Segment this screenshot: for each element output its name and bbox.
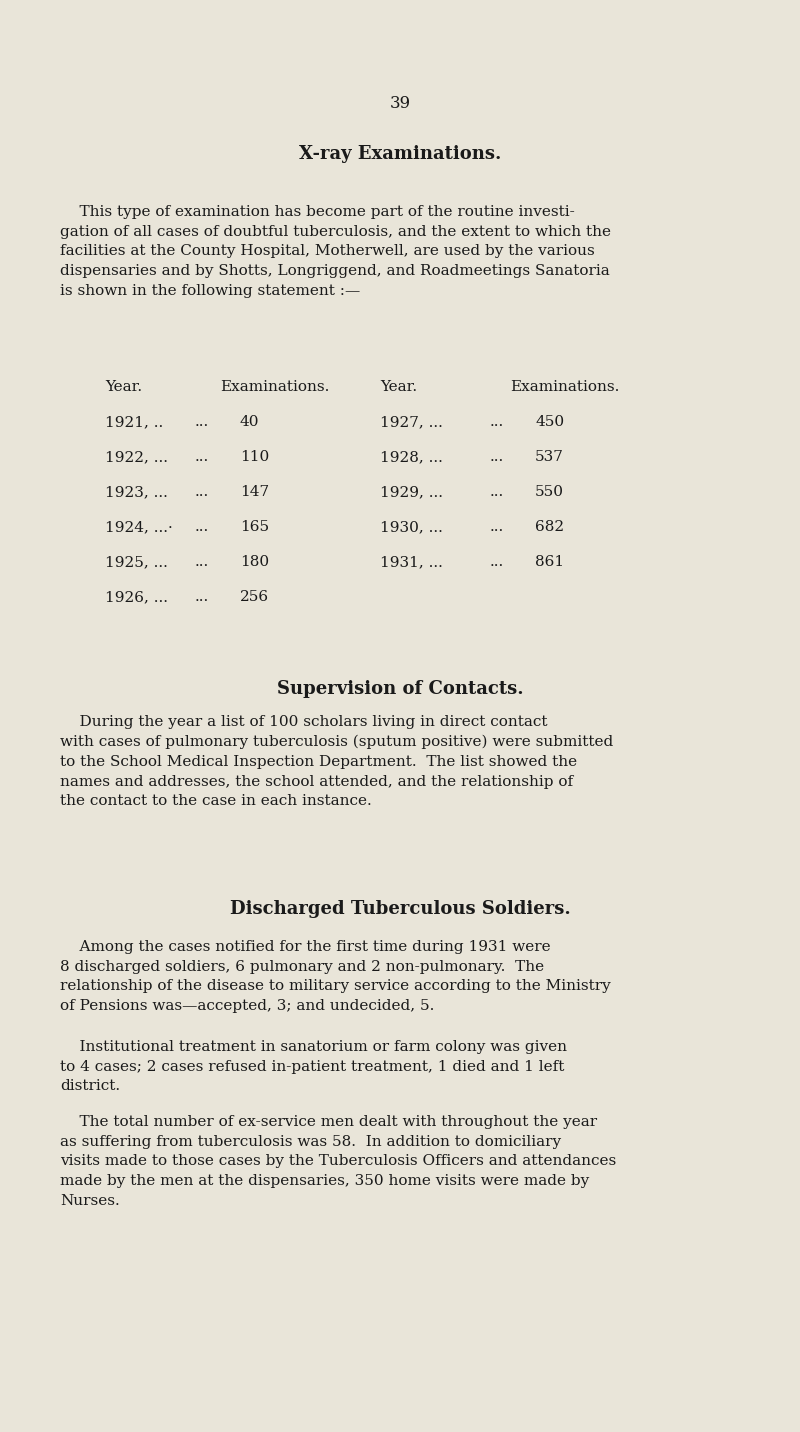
Text: 1924, ...·: 1924, ...·: [105, 520, 173, 534]
Text: Examinations.: Examinations.: [510, 379, 619, 394]
Text: Year.: Year.: [380, 379, 417, 394]
Text: ...: ...: [195, 485, 210, 498]
Text: 537: 537: [535, 450, 564, 464]
Text: 40: 40: [240, 415, 259, 430]
Text: ...: ...: [490, 450, 504, 464]
Text: 1921, ..: 1921, ..: [105, 415, 163, 430]
Text: This type of examination has become part of the routine investi-
gation of all c: This type of examination has become part…: [60, 205, 611, 298]
Text: Examinations.: Examinations.: [220, 379, 330, 394]
Text: 165: 165: [240, 520, 269, 534]
Text: Supervision of Contacts.: Supervision of Contacts.: [277, 680, 523, 697]
Text: 1931, ...: 1931, ...: [380, 556, 443, 569]
Text: ...: ...: [195, 520, 210, 534]
Text: Year.: Year.: [105, 379, 142, 394]
Text: 450: 450: [535, 415, 564, 430]
Text: 1925, ...: 1925, ...: [105, 556, 168, 569]
Text: 550: 550: [535, 485, 564, 498]
Text: 39: 39: [390, 95, 410, 112]
Text: 1923, ...: 1923, ...: [105, 485, 168, 498]
Text: 1928, ...: 1928, ...: [380, 450, 443, 464]
Text: ...: ...: [195, 450, 210, 464]
Text: 110: 110: [240, 450, 270, 464]
Text: X-ray Examinations.: X-ray Examinations.: [299, 145, 501, 163]
Text: ...: ...: [195, 590, 210, 604]
Text: ...: ...: [490, 520, 504, 534]
Text: 1926, ...: 1926, ...: [105, 590, 168, 604]
Text: 1922, ...: 1922, ...: [105, 450, 168, 464]
Text: The total number of ex-service men dealt with throughout the year
as suffering f: The total number of ex-service men dealt…: [60, 1116, 616, 1207]
Text: Discharged Tuberculous Soldiers.: Discharged Tuberculous Soldiers.: [230, 899, 570, 918]
Text: During the year a list of 100 scholars living in direct contact
with cases of pu: During the year a list of 100 scholars l…: [60, 715, 614, 809]
Text: 682: 682: [535, 520, 564, 534]
Text: Institutional treatment in sanatorium or farm colony was given
to 4 cases; 2 cas: Institutional treatment in sanatorium or…: [60, 1040, 567, 1094]
Text: 861: 861: [535, 556, 564, 569]
Text: 180: 180: [240, 556, 269, 569]
Text: ...: ...: [490, 556, 504, 569]
Text: Among the cases notified for the first time during 1931 were
8 discharged soldie: Among the cases notified for the first t…: [60, 939, 610, 1014]
Text: ...: ...: [195, 415, 210, 430]
Text: 1927, ...: 1927, ...: [380, 415, 443, 430]
Text: ...: ...: [195, 556, 210, 569]
Text: 1930, ...: 1930, ...: [380, 520, 443, 534]
Text: 256: 256: [240, 590, 269, 604]
Text: 1929, ...: 1929, ...: [380, 485, 443, 498]
Text: ...: ...: [490, 415, 504, 430]
Text: ...: ...: [490, 485, 504, 498]
Text: 147: 147: [240, 485, 269, 498]
